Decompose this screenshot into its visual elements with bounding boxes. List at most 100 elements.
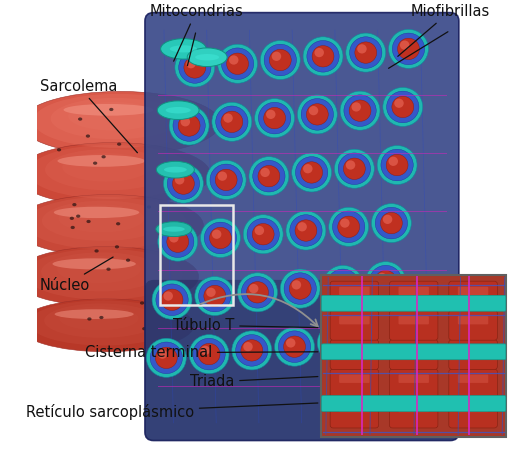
Circle shape <box>243 342 253 351</box>
FancyBboxPatch shape <box>398 345 429 354</box>
Circle shape <box>236 334 268 366</box>
Circle shape <box>307 41 339 72</box>
Circle shape <box>366 262 406 301</box>
Ellipse shape <box>44 304 158 338</box>
Circle shape <box>175 48 215 87</box>
Circle shape <box>303 37 343 76</box>
Circle shape <box>199 280 231 312</box>
Circle shape <box>216 106 248 138</box>
Bar <box>321 275 506 437</box>
Circle shape <box>254 99 294 138</box>
FancyBboxPatch shape <box>145 280 459 440</box>
Circle shape <box>232 331 272 370</box>
Circle shape <box>351 102 361 112</box>
Ellipse shape <box>45 149 172 191</box>
Circle shape <box>338 153 371 184</box>
Ellipse shape <box>16 142 210 206</box>
Circle shape <box>286 338 295 347</box>
Ellipse shape <box>20 92 220 155</box>
Circle shape <box>260 168 270 177</box>
Circle shape <box>274 327 314 366</box>
FancyBboxPatch shape <box>449 281 497 311</box>
Circle shape <box>377 146 417 184</box>
Circle shape <box>243 215 283 254</box>
Circle shape <box>156 284 188 316</box>
Ellipse shape <box>147 205 151 209</box>
Circle shape <box>167 168 200 199</box>
Circle shape <box>179 52 211 83</box>
Circle shape <box>327 269 359 301</box>
Circle shape <box>266 110 275 119</box>
FancyBboxPatch shape <box>423 332 465 340</box>
Ellipse shape <box>87 220 91 223</box>
Circle shape <box>156 347 177 368</box>
Circle shape <box>317 324 357 362</box>
Bar <box>160 205 233 305</box>
FancyBboxPatch shape <box>411 323 480 362</box>
Circle shape <box>289 278 311 299</box>
Circle shape <box>349 100 371 121</box>
Circle shape <box>152 280 192 319</box>
Circle shape <box>238 273 278 312</box>
Circle shape <box>370 265 402 297</box>
Circle shape <box>286 211 326 250</box>
Circle shape <box>381 149 413 181</box>
Circle shape <box>221 111 243 133</box>
Circle shape <box>306 104 328 125</box>
Circle shape <box>292 153 332 192</box>
Circle shape <box>269 50 291 71</box>
Circle shape <box>303 164 312 173</box>
Circle shape <box>258 165 280 187</box>
Circle shape <box>252 224 274 245</box>
Ellipse shape <box>161 39 206 59</box>
Ellipse shape <box>94 249 99 253</box>
Circle shape <box>175 175 184 184</box>
Circle shape <box>158 349 167 359</box>
Ellipse shape <box>63 104 153 116</box>
Circle shape <box>284 273 316 304</box>
Ellipse shape <box>109 108 114 111</box>
Circle shape <box>350 37 382 68</box>
Circle shape <box>201 219 241 257</box>
Circle shape <box>338 216 359 238</box>
Ellipse shape <box>53 258 136 269</box>
Circle shape <box>193 338 225 370</box>
FancyBboxPatch shape <box>458 404 488 412</box>
Ellipse shape <box>70 217 74 220</box>
Circle shape <box>344 95 376 127</box>
Circle shape <box>173 110 205 142</box>
Circle shape <box>292 280 301 290</box>
Circle shape <box>412 335 427 350</box>
Circle shape <box>364 324 396 355</box>
Circle shape <box>167 231 188 252</box>
Circle shape <box>198 343 220 365</box>
Circle shape <box>209 227 231 248</box>
Circle shape <box>181 117 190 127</box>
FancyBboxPatch shape <box>339 287 370 295</box>
Ellipse shape <box>25 249 182 300</box>
Circle shape <box>392 96 414 118</box>
FancyBboxPatch shape <box>330 369 378 399</box>
Circle shape <box>169 234 179 242</box>
Ellipse shape <box>76 214 80 218</box>
FancyBboxPatch shape <box>390 369 438 399</box>
FancyBboxPatch shape <box>390 281 438 311</box>
FancyBboxPatch shape <box>398 375 429 383</box>
Circle shape <box>264 107 286 129</box>
Ellipse shape <box>41 252 161 291</box>
Circle shape <box>314 48 324 57</box>
FancyBboxPatch shape <box>390 340 438 369</box>
Circle shape <box>259 102 291 134</box>
Ellipse shape <box>106 268 111 271</box>
Circle shape <box>383 87 423 127</box>
FancyBboxPatch shape <box>458 287 488 295</box>
FancyBboxPatch shape <box>390 398 438 428</box>
Circle shape <box>334 149 374 188</box>
FancyBboxPatch shape <box>330 340 378 369</box>
Ellipse shape <box>18 299 194 352</box>
Circle shape <box>355 42 377 63</box>
Circle shape <box>272 52 281 61</box>
Circle shape <box>398 38 419 60</box>
Circle shape <box>247 282 268 303</box>
Circle shape <box>332 211 365 242</box>
